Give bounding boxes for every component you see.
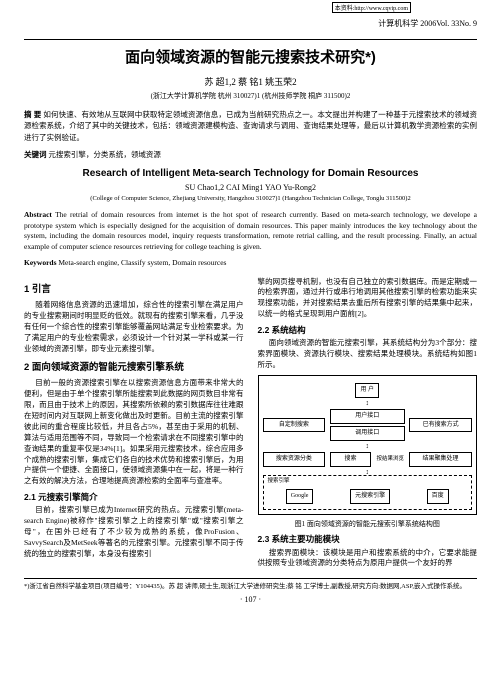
authors-english: SU Chao1,2 CAI Ming1 YAO Yu-Rong2 [24,183,477,192]
fig-box-result-process: 结果聚集处理 [409,452,472,467]
fig-meta-engine-box: 元搜索引擎 [350,489,390,504]
keywords-cn-body: 元搜索引擎，分类系统，领域资源 [48,150,161,159]
fig-se-label: 搜索引擎 [268,478,468,486]
fig-box-search: 搜索 [330,452,372,467]
abstract-en-body: The retrial of domain resources from int… [24,210,477,251]
fig-arrow: ↕ [263,444,473,450]
abstract-cn-label: 摘 要 [24,110,41,119]
fig-box-classify: 搜索资源分类 [263,452,326,467]
header-divider [24,39,477,40]
title-english: Research of Intelligent Meta-search Tech… [24,168,477,179]
affiliation-english: (College of Computer Science, Zhejiang U… [24,195,477,202]
two-column-body: 1 引言 随着网络信息资源的迅速增加，综合性的搜索引擎在满足用户的专业搜索期间时… [24,277,477,571]
section-2-1-heading: 2.1 元搜索引擎简介 [24,491,244,503]
fig-box-custom-search: 自定制搜索 [263,418,326,433]
fig-google-box: Google [286,489,314,504]
fig-user-box: 用 户 [355,383,379,398]
section-1-paragraph: 随着网络信息资源的迅速增加，综合性的搜索引擎在满足用户的专业搜索期间时明显贬的低… [24,300,244,354]
section-2-2-heading: 2.2 系统结构 [258,324,478,336]
authors-chinese: 苏 超1,2 蔡 铭1 姚玉荣2 [24,75,477,88]
fig-search-engines-group: 搜索引擎 Google 元搜索引擎 百度 [263,475,473,510]
section-2-3-paragraph: 搜索界面模块：该模块是用户和搜索系统的中介，它要求能提供按照专业领域资源的分类特… [258,548,478,570]
fig-baidu-box: 百度 [427,489,449,504]
section-1-heading: 1 引言 [24,283,244,297]
col2-continuation: 擎的网页搜寻机制，也没有自己独立的索引数据库。而是定期或一的检索界面，通过并行或… [258,277,478,321]
section-2-paragraph: 目前一般的资源搜索引擎在以搜索资源信息方面带来非常大的便利，但是由于单个搜索引擎… [24,378,244,487]
fig-arrow-label: 按结果浏览 [376,456,405,464]
page-number: · 107 · [24,595,477,604]
left-column: 1 引言 随着网络信息资源的迅速增加，综合性的搜索引擎在满足用户的专业搜索期间时… [24,277,244,571]
figure-1: 用 户 ↕ 自定制搜索 用户接口 调用接口 已有搜索方式 ↕ 搜索资源分类 搜索… [258,375,478,515]
fig-box-existing-search: 已有搜索方式 [409,418,472,433]
abstract-en-label: Abstract [24,210,52,219]
footnote: *)浙江省自然科学基金项目(项目编号：Y104435)。苏 超 讲师,硕士生,现… [24,578,477,591]
section-2-1-paragraph: 目前，搜索引擎已成为Internet研究的热点。元搜索引擎(meta-searc… [24,505,244,559]
section-2-heading: 2 面向领域资源的智能元搜索引擎系统 [24,361,244,375]
affiliation-chinese: (浙江大学计算机学院 杭州 310027)1 (杭州技师学院 桐庐 311500… [24,91,477,101]
keywords-en-label: Keywords [24,258,57,267]
fig-box-interface: 用户接口 [330,409,405,424]
journal-header: 计算机科学 2006Vol. 33No. 9 [24,18,477,29]
fig-arrow: ↕ [263,401,473,407]
keywords-en-body: Meta-search engine, Classify system, Dom… [58,258,226,267]
keywords-chinese: 关键词 元搜索引擎，分类系统，领域资源 [24,149,477,160]
keywords-english: Keywords Meta-search engine, Classify sy… [24,258,477,269]
section-2-3-heading: 2.3 系统主要功能模块 [258,533,478,545]
figure-1-caption: 图1 面向领域资源的智能元搜索引擎系统结构图 [258,519,478,529]
keywords-cn-label: 关键词 [24,150,47,159]
section-2-2-paragraph: 面向领域资源的智能元搜索引擎，其系统结构分为3个部分：搜索界面模块、资源执行模块… [258,338,478,371]
abstract-english: Abstract The retrial of domain resources… [24,210,477,252]
fig-box-call-api: 调用接口 [330,426,405,441]
url-tag: 本资料:http://www.cqvip.com [332,2,411,13]
right-column: 擎的网页搜寻机制，也没有自己独立的索引数据库。而是定期或一的检索界面，通过并行或… [258,277,478,571]
abstract-cn-body: 如何快速、有效地从互联网中获取特定领域资源信息，已成为当前研究热点之一。本文提出… [24,110,477,142]
title-chinese: 面向领域资源的智能元搜索技术研究*) [24,46,477,67]
abstract-chinese: 摘 要 如何快速、有效地从互联网中获取特定领域资源信息，已成为当前研究热点之一。… [24,109,477,143]
